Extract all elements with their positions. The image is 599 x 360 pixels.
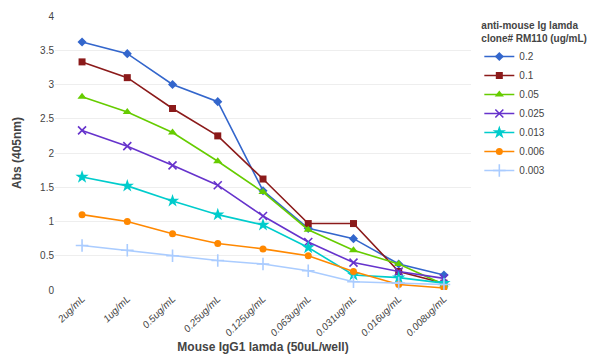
svg-text:0.1: 0.1 — [519, 70, 533, 81]
svg-text:0.008ug/mL: 0.008ug/mL — [404, 293, 449, 338]
svg-text:2ug/mL: 2ug/mL — [55, 293, 87, 325]
svg-text:4: 4 — [48, 11, 54, 22]
svg-text:3: 3 — [48, 79, 54, 90]
svg-text:0.2: 0.2 — [519, 51, 533, 62]
svg-text:Mouse IgG1 lamda (50uL/well): Mouse IgG1 lamda (50uL/well) — [177, 340, 348, 354]
svg-text:0: 0 — [48, 285, 54, 296]
svg-text:anti-mouse Ig lamdaclone# RM11: anti-mouse Ig lamdaclone# RM110 (ug/mL) — [481, 20, 587, 44]
svg-text:0.016ug/mL: 0.016ug/mL — [359, 293, 404, 338]
svg-text:0.013: 0.013 — [519, 127, 544, 138]
svg-text:0.006: 0.006 — [519, 146, 544, 157]
svg-text:0.003: 0.003 — [519, 165, 544, 176]
svg-text:0.5ug/mL: 0.5ug/mL — [140, 293, 177, 330]
svg-text:2: 2 — [48, 148, 54, 159]
svg-text:1.5: 1.5 — [40, 182, 54, 193]
svg-text:0.031ug/mL: 0.031ug/mL — [313, 293, 358, 338]
svg-text:2.5: 2.5 — [40, 113, 54, 124]
svg-text:0.5: 0.5 — [40, 250, 54, 261]
svg-text:Abs (405nm): Abs (405nm) — [10, 117, 24, 189]
svg-text:3.5: 3.5 — [40, 45, 54, 56]
svg-text:0.25ug/mL: 0.25ug/mL — [182, 293, 223, 334]
svg-text:0.025: 0.025 — [519, 108, 544, 119]
svg-text:0.063ug/mL: 0.063ug/mL — [268, 293, 313, 338]
svg-text:1ug/mL: 1ug/mL — [101, 293, 132, 324]
svg-text:1: 1 — [48, 216, 54, 227]
svg-text:0.05: 0.05 — [519, 89, 539, 100]
svg-text:0.125ug/mL: 0.125ug/mL — [223, 293, 268, 338]
